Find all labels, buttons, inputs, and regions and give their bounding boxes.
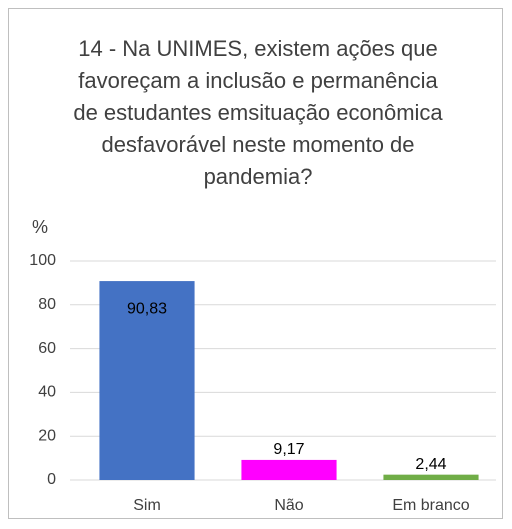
x-tick-label: Não	[274, 497, 303, 514]
y-tick-label: 20	[38, 427, 56, 444]
bar	[99, 281, 195, 480]
x-tick-label: Sim	[133, 497, 161, 514]
y-tick-label: 0	[47, 471, 56, 488]
chart-frame	[8, 8, 503, 519]
y-axis-label: %	[32, 217, 48, 237]
x-tick-label: Em branco	[392, 497, 469, 514]
y-tick-label: 40	[38, 384, 56, 401]
y-tick-label: 100	[29, 252, 56, 269]
chart-title: 14 - Na UNIMES, existem ações que favore…	[73, 36, 443, 189]
y-tick-label: 80	[38, 296, 56, 313]
data-label: 9,17	[273, 441, 304, 458]
y-tick-label: 60	[38, 340, 56, 357]
data-label: 90,83	[127, 300, 167, 317]
bar	[383, 474, 479, 480]
bar	[241, 459, 337, 480]
data-label: 2,44	[415, 456, 446, 473]
